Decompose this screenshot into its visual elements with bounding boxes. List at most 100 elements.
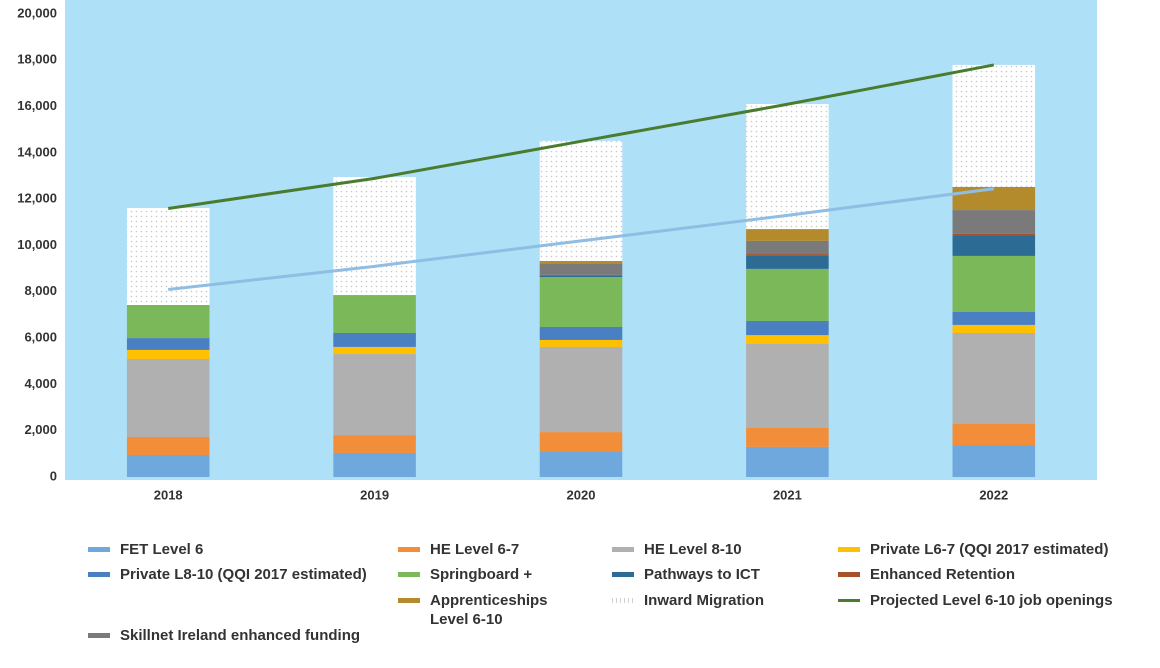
bar-segment: [952, 324, 1036, 334]
legend-swatch: [612, 547, 634, 552]
bar-segment: [333, 346, 416, 355]
legend-label: Apprenticeships Level 6-10: [430, 592, 548, 628]
legend-swatch: [398, 598, 420, 603]
legend-swatch: [838, 599, 860, 602]
bar-segment: [746, 254, 829, 256]
bar-segment: [952, 236, 1036, 256]
legend-swatch: [612, 598, 634, 603]
bar-segment: [952, 423, 1036, 446]
legend-label: HE Level 8-10: [644, 541, 742, 558]
bar-segment: [746, 320, 829, 336]
legend-item: HE Level 8-10: [612, 540, 742, 559]
x-tick-label: 2018: [154, 487, 183, 502]
bar-segment: [952, 445, 1036, 477]
x-tick-label: 2022: [979, 487, 1008, 502]
legend-label: Springboard +: [430, 566, 533, 583]
y-tick-label: 16,000: [17, 98, 57, 113]
bar-segment: [539, 451, 623, 477]
legend-item: Springboard +: [398, 565, 532, 584]
bar-segment: [333, 295, 416, 334]
bar-segment: [333, 333, 416, 347]
bar-segment: [746, 255, 829, 269]
bar-segment: [952, 233, 1036, 237]
legend-label: Inward Migration: [644, 592, 764, 609]
legend-swatch: [398, 572, 420, 577]
legend-item: Private L8-10 (QQI 2017 estimated): [88, 565, 370, 584]
bar-segment: [746, 446, 829, 477]
bar-segment: [539, 432, 623, 452]
legend-item: HE Level 6-7: [398, 540, 519, 559]
legend-swatch: [838, 572, 860, 577]
legend-item: Apprenticeships Level 6-10: [398, 591, 590, 629]
legend-label: Skillnet Ireland enhanced funding: [120, 627, 361, 644]
legend-label: Private L8-10 (QQI 2017 estimated): [120, 566, 367, 583]
y-tick-label: 8,000: [24, 283, 57, 298]
bar-segment: [539, 274, 623, 276]
chart: 0 2,000 4,000 6,000 8,000 10,000 12,000 14,000 1…: [17, 0, 1097, 502]
bar-segment: [126, 207, 210, 305]
legend-label: FET Level 6: [120, 541, 204, 558]
legend-swatch: [612, 572, 634, 577]
legend-swatch: [88, 572, 110, 577]
bar-segment: [746, 229, 829, 241]
y-tick-label: 20,000: [17, 5, 57, 20]
legend-swatch: [88, 633, 110, 638]
y-tick-label: 6,000: [24, 330, 57, 345]
x-tick-label: 2020: [567, 487, 596, 502]
legend-item: Pathways to ICT: [612, 565, 760, 584]
y-tick-label: 2,000: [24, 422, 57, 437]
legend-item: Enhanced Retention: [838, 565, 1015, 584]
bar-segment: [539, 261, 623, 265]
bar-segment: [126, 338, 210, 350]
bar-segment: [746, 343, 829, 428]
legend-swatch: [838, 547, 860, 552]
legend-item: Private L6-7 (QQI 2017 estimated): [838, 540, 1108, 559]
bar-segment: [126, 436, 210, 456]
y-tick-label: 10,000: [17, 237, 57, 252]
y-tick-label: 4,000: [24, 376, 57, 391]
x-tick-label: 2021: [773, 487, 802, 502]
bar-segment: [126, 304, 210, 339]
bar-segment: [539, 276, 623, 327]
bar-segment: [333, 176, 416, 296]
legend-item: FET Level 6: [88, 540, 203, 559]
x-tick-label: 2019: [360, 487, 389, 502]
line-series: [168, 187, 994, 291]
y-tick-label: 14,000: [17, 144, 57, 159]
bar-segment: [952, 311, 1036, 325]
bar-segment: [746, 104, 829, 230]
bar-segment: [539, 346, 623, 433]
bar-segment: [952, 64, 1036, 187]
bar-segment: [539, 339, 623, 347]
bar-segment: [952, 210, 1036, 234]
legend-item: Projected Level 6-10 job openings: [838, 591, 1113, 610]
bar-segment: [952, 333, 1036, 424]
legend-label: Pathways to ICT: [644, 566, 760, 583]
y-tick-label: 12,000: [17, 191, 57, 206]
line-series: [167, 63, 995, 210]
bar-segment: [746, 335, 829, 344]
bar-segment: [539, 275, 623, 277]
legend-swatch: [88, 547, 110, 552]
bar-segment: [126, 358, 210, 437]
legend-label: Projected Level 6-10 job openings: [870, 592, 1113, 609]
legend-label: Enhanced Retention: [870, 566, 1016, 583]
bar-segment: [126, 455, 210, 477]
bar-segment: [746, 268, 829, 321]
legend-item: Inward Migration: [612, 591, 764, 610]
legend-swatch: [398, 547, 420, 552]
bar-segment: [952, 186, 1036, 211]
legend-label: Private L6-7 (QQI 2017 estimated): [870, 541, 1109, 558]
bar-segment: [126, 349, 210, 359]
legend-label: HE Level 6-7: [430, 541, 520, 558]
bar-segment: [952, 255, 1036, 312]
y-tick-label: 0: [50, 468, 57, 483]
legend-item: Skillnet Ireland enhanced funding: [88, 626, 370, 645]
y-tick-label: 18,000: [17, 52, 57, 67]
bar-segment: [333, 452, 416, 477]
bar-segment: [539, 264, 623, 275]
bar-segment: [539, 326, 623, 340]
bar-segment: [333, 435, 416, 453]
bar-segment: [746, 240, 829, 255]
